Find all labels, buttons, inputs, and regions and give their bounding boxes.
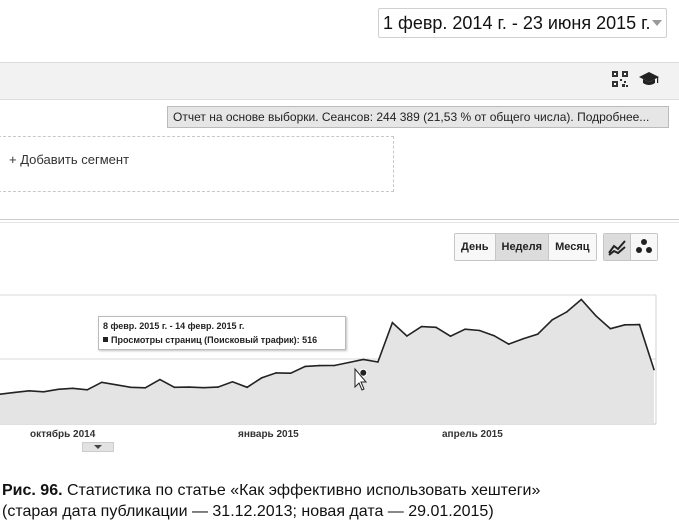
divider xyxy=(0,222,679,223)
timeline-scroll-handle[interactable] xyxy=(82,442,114,452)
data-point xyxy=(42,391,45,393)
data-point xyxy=(580,298,583,301)
data-point xyxy=(464,328,466,330)
chart-view-switcher xyxy=(603,233,658,261)
tooltip-metric: Просмотры страниц (Поисковый трафик): 51… xyxy=(103,335,317,345)
line-chart-icon[interactable] xyxy=(604,234,630,260)
date-range-label: 1 февр. 2014 г. - 23 июня 2015 г. xyxy=(383,12,651,33)
toolbar xyxy=(0,62,679,100)
data-point xyxy=(144,387,147,389)
date-range-selector[interactable]: 1 февр. 2014 г. - 23 июня 2015 г. xyxy=(378,8,667,38)
data-point xyxy=(536,333,539,335)
data-point xyxy=(188,386,190,388)
series-area xyxy=(0,299,654,424)
segment-panel xyxy=(0,136,394,192)
data-point xyxy=(304,365,307,368)
period-switcher: День Неделя Месяц xyxy=(454,233,597,261)
data-point xyxy=(522,337,524,340)
qr-code-icon[interactable] xyxy=(612,71,628,87)
data-point xyxy=(318,364,321,367)
chart-tooltip: 8 февр. 2015 г. - 14 февр. 2015 г. Просм… xyxy=(98,316,346,350)
mouse-cursor-icon xyxy=(354,367,368,391)
divider xyxy=(0,219,679,220)
data-point xyxy=(13,391,16,394)
data-point xyxy=(130,386,132,389)
data-point xyxy=(449,335,452,337)
period-month-button[interactable]: Месяц xyxy=(548,234,596,260)
data-point xyxy=(478,329,481,332)
data-point xyxy=(260,377,263,379)
data-point xyxy=(217,386,219,388)
data-point xyxy=(638,323,641,326)
traffic-area-chart xyxy=(0,294,657,425)
period-week-button[interactable]: Неделя xyxy=(494,234,549,260)
x-axis-label: октябрь 2014 xyxy=(30,429,96,440)
data-point xyxy=(348,361,350,364)
data-point xyxy=(289,372,292,374)
data-point xyxy=(173,386,176,389)
data-point xyxy=(420,325,423,328)
data-point xyxy=(275,372,277,374)
data-point xyxy=(391,321,394,324)
series-square-icon xyxy=(103,337,108,342)
figure-caption-line2: (старая дата публикации — 31.12.2013; но… xyxy=(2,503,494,520)
chevron-down-icon xyxy=(94,445,102,449)
data-point xyxy=(609,327,612,330)
data-point xyxy=(246,386,248,389)
data-point xyxy=(86,389,88,391)
sampling-notice[interactable]: Отчет на основе выборки. Сеансов: 244 38… xyxy=(167,106,669,128)
data-point xyxy=(406,335,408,337)
figure-label: Рис. 96. xyxy=(2,482,63,499)
data-point xyxy=(100,381,103,384)
data-point xyxy=(595,315,597,317)
graduation-cap-icon[interactable] xyxy=(639,70,659,88)
data-point xyxy=(566,311,568,313)
chevron-down-icon xyxy=(652,20,662,26)
data-point xyxy=(551,319,554,321)
motion-chart-icon[interactable] xyxy=(630,234,657,260)
tooltip-metric-text: Просмотры страниц (Поисковый трафик): 51… xyxy=(111,335,318,345)
data-point xyxy=(653,368,655,371)
highlighted-data-point xyxy=(359,368,368,377)
data-point xyxy=(377,361,379,363)
data-point xyxy=(435,326,437,329)
data-point xyxy=(493,334,495,337)
data-point xyxy=(202,386,205,389)
x-axis-label: январь 2015 xyxy=(238,429,299,440)
series-line xyxy=(0,298,655,395)
data-point xyxy=(362,358,365,361)
data-point xyxy=(159,378,161,381)
x-axis-label: апрель 2015 xyxy=(442,429,503,440)
data-point xyxy=(507,343,510,345)
add-segment-link[interactable]: + Добавить сегмент xyxy=(9,152,130,167)
data-point xyxy=(231,381,234,383)
figure-caption-line1: Рис. 96. Статистика по статье «Как эффек… xyxy=(2,482,540,500)
data-point xyxy=(0,393,1,395)
figure-title: Статистика по статье «Как эффективно исп… xyxy=(67,482,541,499)
data-point xyxy=(28,390,30,392)
data-point xyxy=(115,384,118,386)
tooltip-date-range: 8 февр. 2015 г. - 14 февр. 2015 г. xyxy=(103,321,245,331)
data-point xyxy=(71,387,74,390)
period-day-button[interactable]: День xyxy=(455,234,495,260)
data-point xyxy=(333,364,336,367)
data-point xyxy=(624,324,626,326)
data-point xyxy=(57,388,59,391)
